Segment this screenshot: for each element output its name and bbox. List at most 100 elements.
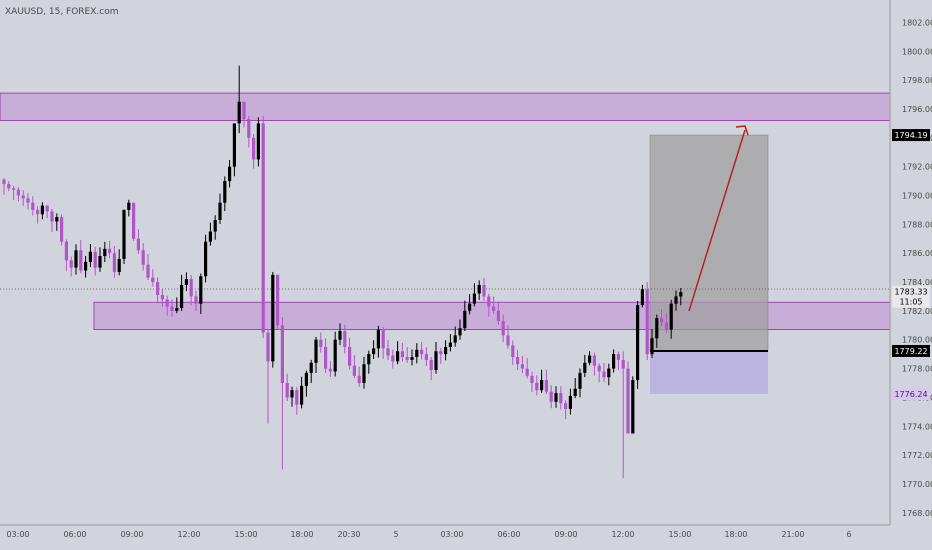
candle-body xyxy=(607,368,611,378)
price-tag-label: 1779.22 xyxy=(894,347,927,356)
supply-demand-zone[interactable] xyxy=(93,301,891,331)
candle-body xyxy=(463,310,467,329)
candle-body xyxy=(204,241,208,277)
candle-body xyxy=(535,382,539,391)
candle-body xyxy=(60,217,64,242)
price-tick-label: 1782.00 xyxy=(902,307,932,316)
candle-body xyxy=(156,282,160,296)
supply-demand-zone[interactable] xyxy=(0,92,891,121)
candle-body xyxy=(228,166,232,182)
candle-body xyxy=(434,351,438,371)
candle-body xyxy=(175,307,179,311)
candle-body xyxy=(650,338,654,355)
projection-arrow[interactable] xyxy=(688,125,749,312)
candle-body xyxy=(458,328,462,336)
candle-body xyxy=(468,303,472,311)
candle-body xyxy=(103,248,107,257)
price-tick-label: 1792.00 xyxy=(902,163,932,172)
price-tag-box xyxy=(892,387,930,400)
price-tick-label: 1786.00 xyxy=(902,249,932,258)
arrow-head xyxy=(735,125,749,136)
candle-body xyxy=(151,277,155,283)
candle-body xyxy=(2,179,6,184)
candle-body xyxy=(492,306,496,311)
candle-body xyxy=(26,198,30,203)
candle-body xyxy=(88,251,92,262)
candle-body xyxy=(256,123,260,160)
price-tag-label: 1794.19 xyxy=(894,131,927,140)
candle-body xyxy=(439,351,443,355)
candle-body xyxy=(213,220,217,232)
candle-body xyxy=(290,390,294,398)
candle-body xyxy=(540,380,544,391)
time-axis[interactable]: 03:00 06:00 09:00 12:00 15:00 18:00 20:30 5 03:0… xyxy=(6,530,851,539)
time-tick-label: 06:00 xyxy=(497,530,520,539)
candle-body xyxy=(597,365,601,372)
price-tick-label: 1788.00 xyxy=(902,220,932,229)
candle-body xyxy=(338,331,342,340)
long-position-tool[interactable] xyxy=(649,134,769,394)
candle-body xyxy=(314,339,318,363)
candle-body xyxy=(525,368,529,376)
candle-body xyxy=(400,351,404,358)
candle-body xyxy=(328,368,332,372)
candle-body xyxy=(136,238,140,251)
price-tick-label: 1772.00 xyxy=(902,451,932,460)
candle-body xyxy=(84,261,88,271)
candle-body xyxy=(189,279,193,297)
time-tick-label: 09:00 xyxy=(554,530,577,539)
target-zone[interactable] xyxy=(649,134,769,352)
stop-zone[interactable] xyxy=(650,350,768,394)
time-tick-label: 15:00 xyxy=(234,530,257,539)
candle-body xyxy=(36,209,40,215)
candle-body xyxy=(348,346,352,366)
candle-body xyxy=(199,276,203,304)
candle-body xyxy=(108,248,112,254)
candle-body xyxy=(424,354,428,360)
time-tick-label: 18:00 xyxy=(724,530,747,539)
time-tick-label: 6 xyxy=(846,530,851,539)
candle-body xyxy=(324,346,328,369)
candle-body xyxy=(391,355,395,362)
candle-body xyxy=(496,310,500,321)
candle-body xyxy=(218,202,222,221)
candle-body xyxy=(420,349,424,355)
candle-body xyxy=(645,289,649,355)
candle-body xyxy=(612,354,616,369)
candle-body xyxy=(516,357,520,365)
candle-body xyxy=(554,393,558,402)
candle-body xyxy=(679,292,683,297)
candle-body xyxy=(132,202,136,239)
candle-body xyxy=(636,305,640,381)
candle-body xyxy=(640,289,644,306)
candle-body xyxy=(444,346,448,355)
candle-body xyxy=(40,205,44,215)
time-tick-label: 06:00 xyxy=(63,530,86,539)
candle-body xyxy=(79,250,83,271)
candle-body xyxy=(184,279,188,285)
candle-body xyxy=(511,345,515,358)
candle-body xyxy=(64,241,68,261)
price-tick-label: 1784.00 xyxy=(902,278,932,287)
candle-body xyxy=(93,251,97,268)
candle-body xyxy=(223,181,227,203)
candle-body xyxy=(372,348,376,355)
candle-body xyxy=(295,390,299,405)
candle-body xyxy=(367,354,371,365)
candle-body xyxy=(660,318,664,323)
price-tick-label: 1774.00 xyxy=(902,422,932,431)
candle-body xyxy=(631,380,635,434)
candle-body xyxy=(7,183,11,189)
arrow-shaft xyxy=(688,129,746,312)
candle-body xyxy=(482,284,486,297)
price-tick-label: 1770.00 xyxy=(902,480,932,489)
candle-body xyxy=(237,101,241,124)
candle-body xyxy=(655,318,659,339)
candle-body xyxy=(247,119,251,138)
candle-body xyxy=(487,296,491,307)
candle-body xyxy=(208,231,212,242)
candle-body xyxy=(160,295,164,300)
